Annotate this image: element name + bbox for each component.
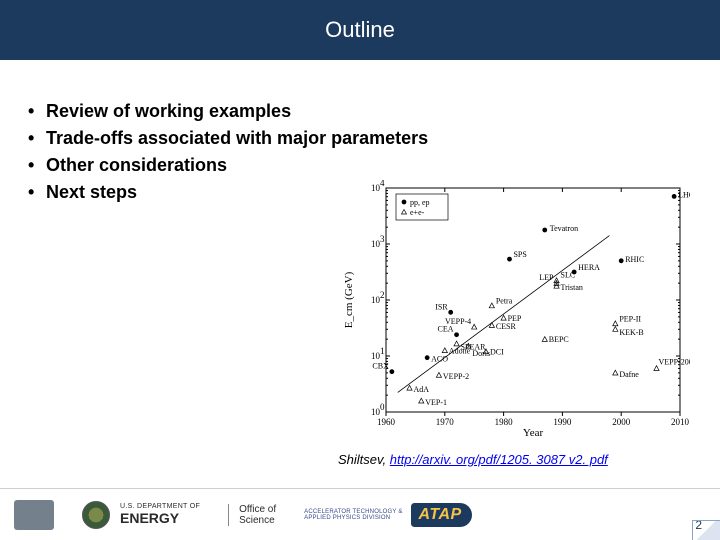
doe-seal-icon xyxy=(82,501,110,529)
svg-text:1960: 1960 xyxy=(377,417,396,427)
svg-text:E_cm (GeV): E_cm (GeV) xyxy=(343,271,355,328)
footer-bar: U.S. DEPARTMENT OF ENERGY Office of Scie… xyxy=(0,488,720,540)
atap-logo: ACCELERATOR TECHNOLOGY & APPLIED PHYSICS… xyxy=(304,503,472,527)
doe-small-text: U.S. DEPARTMENT OF xyxy=(120,503,200,510)
svg-text:VEP-1: VEP-1 xyxy=(425,398,447,407)
bullet-item: Review of working examples xyxy=(28,98,692,125)
svg-text:RHIC: RHIC xyxy=(625,255,644,264)
office-line1: Office of xyxy=(239,504,276,515)
title-bar: Outline xyxy=(0,0,720,60)
svg-text:KEK-B: KEK-B xyxy=(619,328,643,337)
svg-text:DCI: DCI xyxy=(490,348,504,357)
corner-fold-icon xyxy=(692,520,720,540)
svg-text:ACO: ACO xyxy=(431,355,448,364)
doe-logo: U.S. DEPARTMENT OF ENERGY xyxy=(82,501,200,529)
svg-text:SLC: SLC xyxy=(561,270,576,279)
svg-text:4: 4 xyxy=(380,180,385,188)
svg-text:VEPP-2: VEPP-2 xyxy=(443,372,469,381)
svg-text:LEP: LEP xyxy=(539,273,554,282)
doe-big-text: ENERGY xyxy=(120,510,200,526)
svg-text:CBX: CBX xyxy=(372,362,389,371)
svg-text:1970: 1970 xyxy=(436,417,455,427)
svg-text:AdA: AdA xyxy=(414,385,430,394)
svg-text:CESR: CESR xyxy=(496,322,517,331)
svg-text:SPS: SPS xyxy=(513,250,526,259)
svg-text:PEP: PEP xyxy=(508,314,522,323)
svg-text:VEPP-2000: VEPP-2000 xyxy=(658,357,690,366)
svg-text:VEPP-4: VEPP-4 xyxy=(445,317,471,326)
svg-text:pp, ep: pp, ep xyxy=(410,198,430,207)
svg-text:2000: 2000 xyxy=(612,417,631,427)
svg-text:HERA: HERA xyxy=(578,263,600,272)
svg-text:e+e-: e+e- xyxy=(410,208,425,217)
chart-credit: Shiltsev, http://arxiv. org/pdf/1205. 30… xyxy=(338,452,608,467)
bullet-item: Trade-offs associated with major paramet… xyxy=(28,125,692,152)
scatter-chart: 196019701980199020002010100101102103104Y… xyxy=(340,180,690,440)
berkeley-lab-logo xyxy=(14,500,54,530)
credit-author: Shiltsev, xyxy=(338,452,390,467)
atap-badge: ATAP xyxy=(411,503,472,527)
svg-text:1980: 1980 xyxy=(495,417,513,427)
credit-link[interactable]: http://arxiv. org/pdf/1205. 3087 v2. pdf xyxy=(390,452,608,467)
slide-title: Outline xyxy=(325,17,395,43)
office-line2: Science xyxy=(239,515,276,526)
svg-text:1990: 1990 xyxy=(553,417,572,427)
svg-text:2010: 2010 xyxy=(671,417,690,427)
svg-text:BEPC: BEPC xyxy=(549,335,569,344)
svg-text:3: 3 xyxy=(380,234,385,244)
bullet-item: Other considerations xyxy=(28,152,692,179)
svg-text:2: 2 xyxy=(380,290,385,300)
atap-small-text: ACCELERATOR TECHNOLOGY & APPLIED PHYSICS… xyxy=(304,509,402,521)
svg-text:1: 1 xyxy=(380,346,385,356)
svg-text:Year: Year xyxy=(523,427,544,439)
doe-text: U.S. DEPARTMENT OF ENERGY xyxy=(120,503,200,526)
svg-text:Tristan: Tristan xyxy=(561,283,583,292)
svg-text:CEA: CEA xyxy=(438,325,454,334)
svg-text:PEP-II: PEP-II xyxy=(619,315,641,324)
svg-text:0: 0 xyxy=(380,402,385,412)
svg-text:LHC: LHC xyxy=(678,190,690,199)
footer-logos: U.S. DEPARTMENT OF ENERGY Office of Scie… xyxy=(14,500,472,530)
svg-text:Dafne: Dafne xyxy=(619,370,639,379)
svg-text:Petra: Petra xyxy=(496,297,513,306)
svg-text:ISR: ISR xyxy=(435,302,448,311)
svg-text:Tevatron: Tevatron xyxy=(550,224,578,233)
office-of-science-logo: Office of Science xyxy=(228,504,276,526)
